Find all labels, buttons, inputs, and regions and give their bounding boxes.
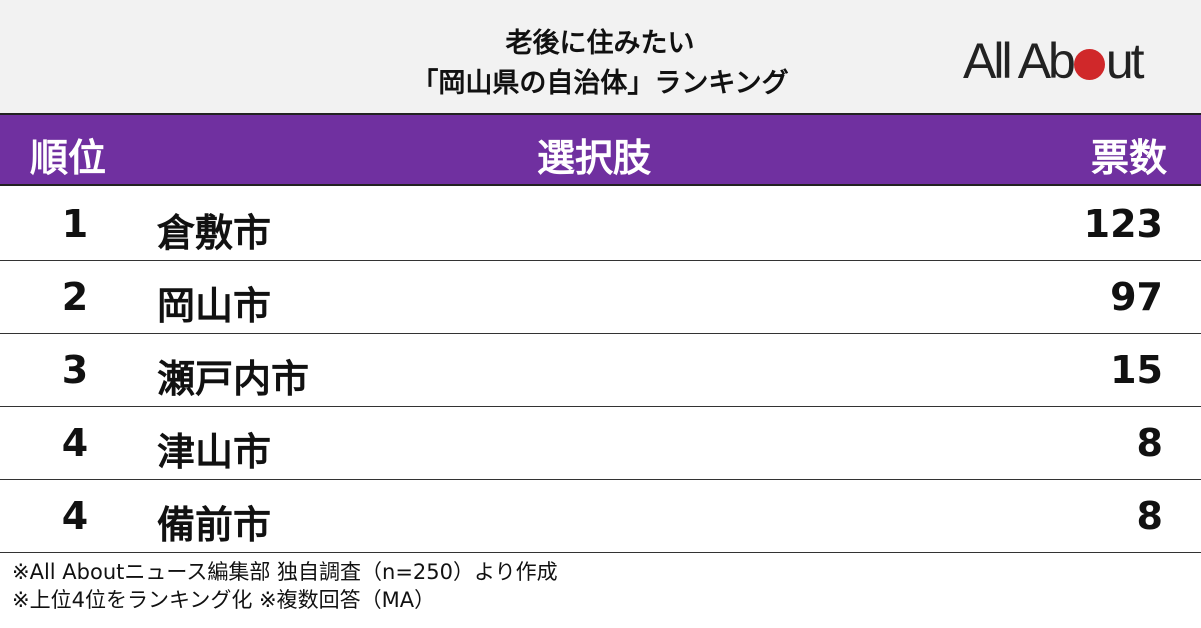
column-header-votes: 票数 [1090, 136, 1167, 180]
cell-rank: 4 [61, 421, 89, 465]
table-row: 2 岡山市 97 [0, 261, 1201, 334]
cell-name: 倉敷市 [157, 211, 272, 255]
title-line-1: 老後に住みたい [505, 28, 695, 59]
table-row: 3 瀬戸内市 15 [0, 334, 1201, 407]
cell-votes: 8 [1136, 421, 1163, 465]
all-about-logo: All Ab ut [963, 33, 1145, 89]
title-line-2: 「岡山県の自治体」ランキング [411, 68, 789, 99]
cell-name: 津山市 [157, 430, 272, 474]
table-row: 4 備前市 8 [0, 480, 1201, 553]
cell-votes: 8 [1136, 494, 1163, 538]
title-area: 老後に住みたい 「岡山県の自治体」ランキング All Ab ut [0, 0, 1201, 113]
footnotes: ※All Aboutニュース編集部 独自調査（n=250）より作成 ※上位4位を… [12, 558, 558, 614]
table-row: 4 津山市 8 [0, 407, 1201, 480]
cell-rank: 2 [61, 275, 89, 319]
cell-votes: 97 [1110, 275, 1163, 319]
footnote-method: ※上位4位をランキング化 ※複数回答（MA） [12, 588, 436, 612]
column-header-choice: 選択肢 [537, 136, 652, 180]
column-header-rank: 順位 [30, 136, 107, 180]
cell-name: 瀬戸内市 [157, 357, 310, 401]
table-row: 1 倉敷市 123 [0, 188, 1201, 261]
chart-title: 老後に住みたい 「岡山県の自治体」ランキング [300, 24, 900, 104]
footnote-source: ※All Aboutニュース編集部 独自調査（n=250）より作成 [12, 560, 558, 584]
cell-name: 備前市 [157, 503, 272, 547]
cell-votes: 15 [1110, 348, 1163, 392]
cell-rank: 4 [61, 494, 89, 538]
cell-votes: 123 [1083, 202, 1163, 246]
cell-name: 岡山市 [157, 284, 272, 328]
cell-rank: 1 [61, 202, 89, 246]
table-header: 順位 選択肢 票数 [0, 113, 1201, 186]
cell-rank: 3 [61, 348, 89, 392]
